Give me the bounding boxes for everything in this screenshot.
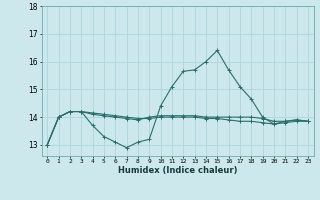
X-axis label: Humidex (Indice chaleur): Humidex (Indice chaleur)	[118, 166, 237, 175]
